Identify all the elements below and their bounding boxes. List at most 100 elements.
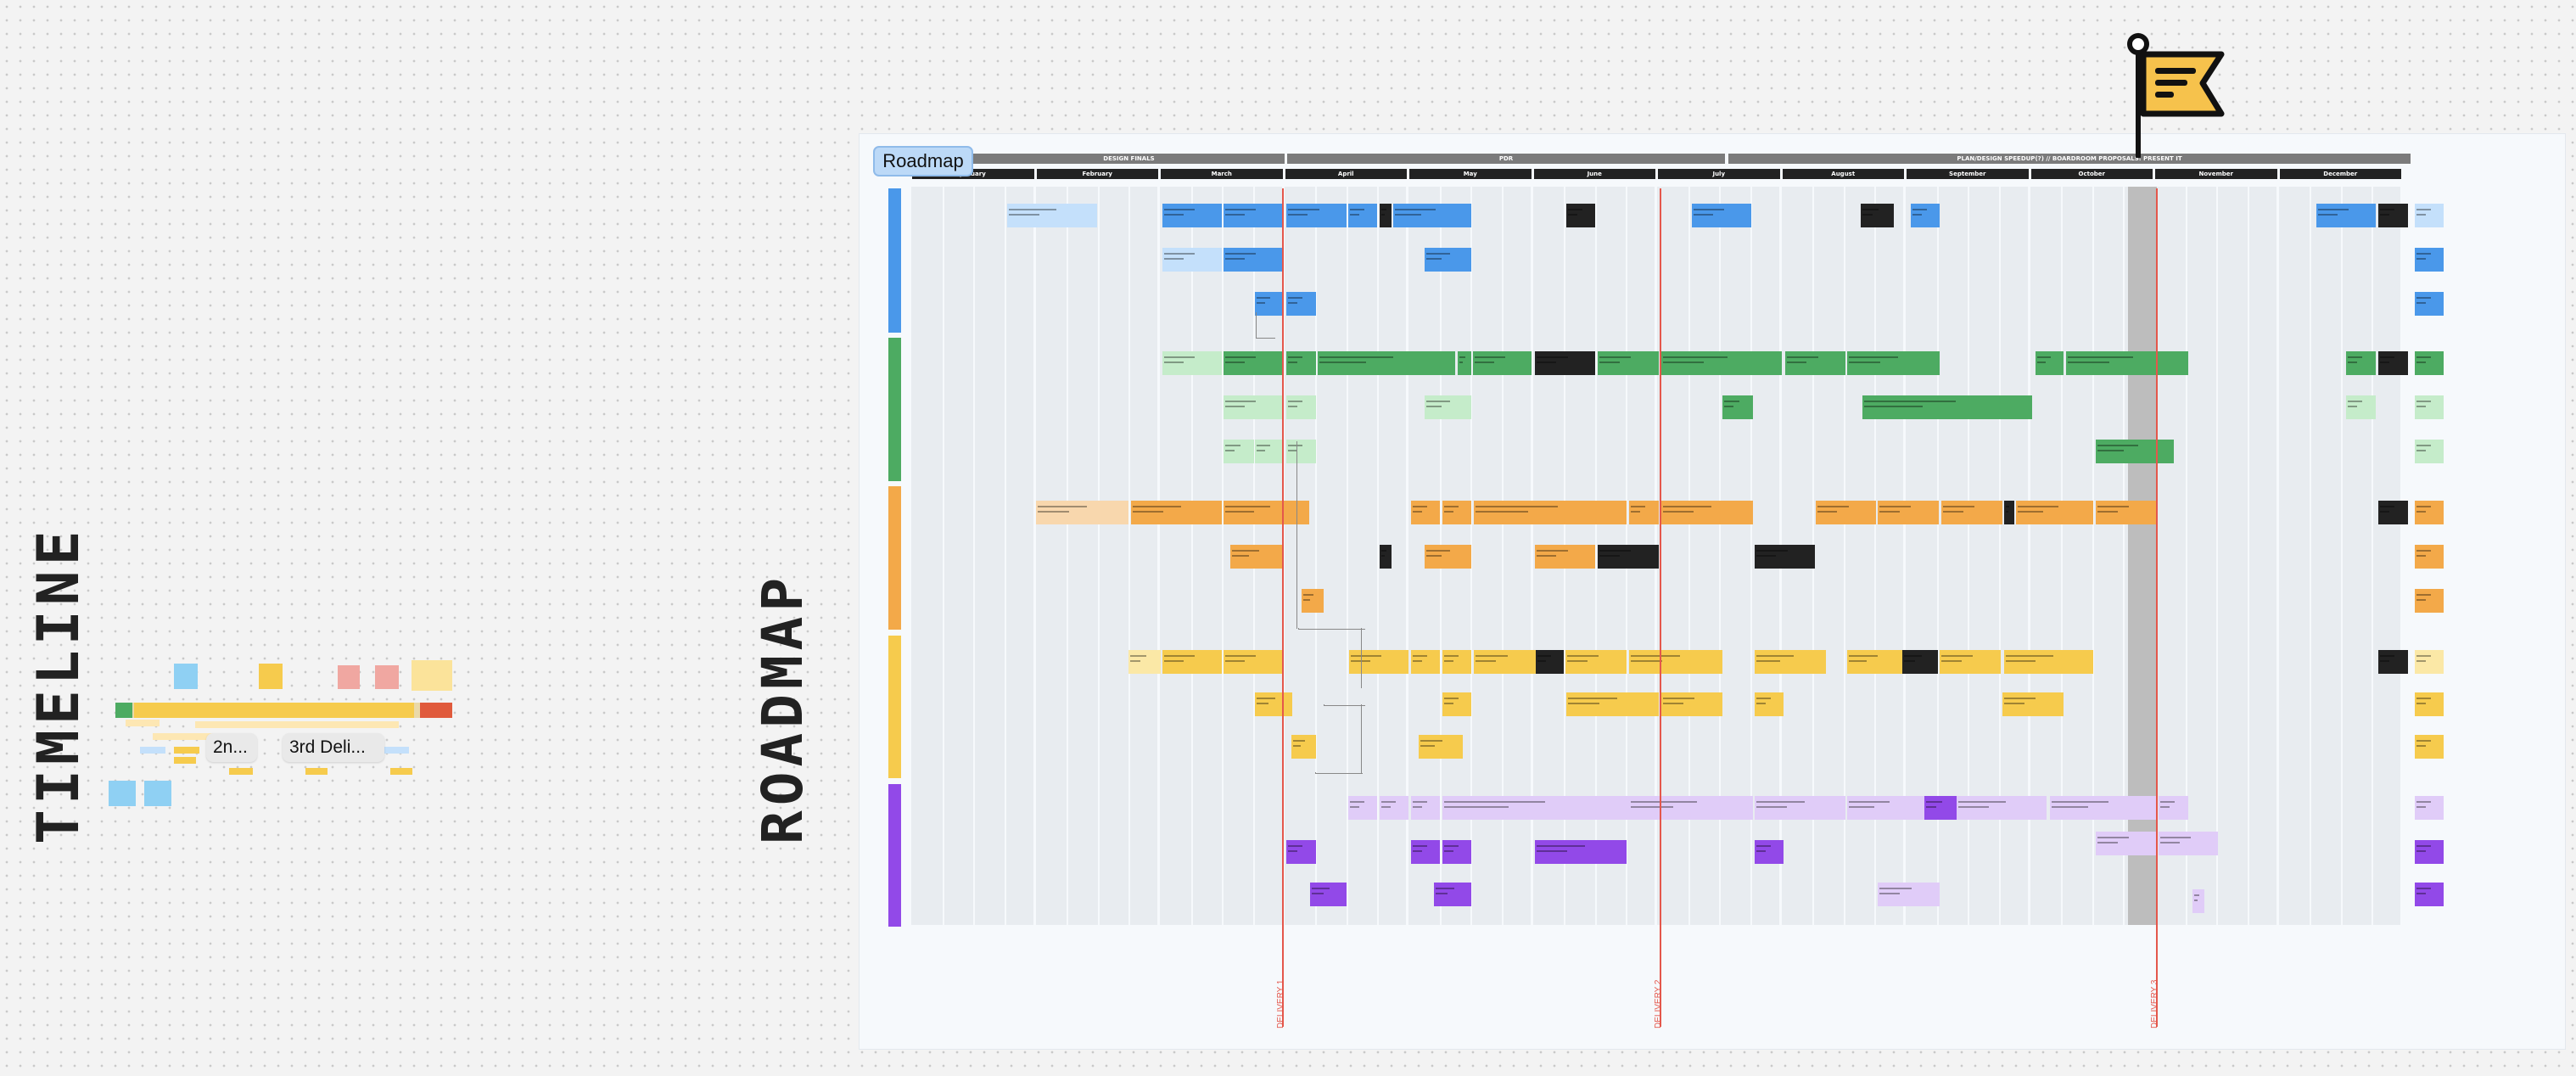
roadmap-card[interactable] xyxy=(1847,351,1940,375)
roadmap-card[interactable] xyxy=(1224,650,1283,674)
roadmap-card[interactable] xyxy=(1661,692,1722,716)
roadmap-card[interactable] xyxy=(1425,248,1471,272)
roadmap-card[interactable] xyxy=(1318,351,1455,375)
roadmap-card[interactable] xyxy=(2346,395,2376,419)
roadmap-card[interactable] xyxy=(2002,692,2064,716)
roadmap-card[interactable] xyxy=(1911,204,1940,227)
roadmap-card[interactable] xyxy=(1255,692,1292,716)
roadmap-card[interactable] xyxy=(1162,248,1222,272)
timeline-element[interactable] xyxy=(236,703,261,718)
roadmap-card[interactable] xyxy=(2415,501,2444,524)
timeline-element[interactable] xyxy=(390,768,412,775)
roadmap-card[interactable] xyxy=(1224,395,1283,419)
roadmap-card[interactable] xyxy=(1349,650,1408,674)
roadmap-card[interactable] xyxy=(1224,204,1283,227)
roadmap-card[interactable] xyxy=(1411,501,1440,524)
timeline-element[interactable] xyxy=(153,733,229,740)
roadmap-card[interactable] xyxy=(1286,840,1316,864)
roadmap-card[interactable] xyxy=(1474,501,1627,524)
roadmap-card[interactable] xyxy=(1036,501,1128,524)
roadmap-card[interactable] xyxy=(1230,545,1283,569)
roadmap-card[interactable] xyxy=(2096,832,2157,855)
roadmap-card[interactable] xyxy=(1847,650,1902,674)
roadmap-card[interactable] xyxy=(1393,204,1471,227)
roadmap-card[interactable] xyxy=(1629,501,1659,524)
roadmap-card[interactable] xyxy=(2415,840,2444,864)
roadmap-card[interactable] xyxy=(2378,650,2408,674)
roadmap-card[interactable] xyxy=(1380,796,1408,820)
timeline-element[interactable] xyxy=(144,781,171,806)
roadmap-card[interactable] xyxy=(2415,395,2444,419)
roadmap-card[interactable] xyxy=(1878,883,1940,906)
roadmap-card[interactable] xyxy=(2415,589,2444,613)
roadmap-card[interactable] xyxy=(2415,248,2444,272)
timeline-element[interactable] xyxy=(195,721,399,728)
roadmap-card[interactable] xyxy=(1434,883,1471,906)
timeline-element[interactable] xyxy=(185,703,210,718)
roadmap-card[interactable] xyxy=(1286,204,1347,227)
roadmap-card[interactable] xyxy=(1692,204,1751,227)
roadmap-card[interactable] xyxy=(1224,351,1283,375)
roadmap-card[interactable] xyxy=(2415,545,2444,569)
roadmap-card[interactable] xyxy=(1442,650,1471,674)
roadmap-card[interactable] xyxy=(2378,351,2408,375)
roadmap-card[interactable] xyxy=(1755,692,1784,716)
roadmap-card[interactable] xyxy=(1535,351,1595,375)
roadmap-card[interactable] xyxy=(2415,735,2444,759)
roadmap-card[interactable] xyxy=(1411,650,1440,674)
roadmap-card[interactable] xyxy=(1661,501,1753,524)
roadmap-card[interactable] xyxy=(2415,351,2444,375)
roadmap-card[interactable] xyxy=(2316,204,2376,227)
roadmap-card[interactable] xyxy=(1425,545,1471,569)
roadmap-card[interactable] xyxy=(1442,692,1471,716)
roadmap-card[interactable] xyxy=(2415,883,2444,906)
roadmap-card[interactable] xyxy=(1291,735,1316,759)
roadmap-card[interactable] xyxy=(1442,796,1629,820)
roadmap-card[interactable] xyxy=(1007,204,1097,227)
roadmap-card[interactable] xyxy=(1411,796,1440,820)
roadmap-card[interactable] xyxy=(1224,248,1283,272)
roadmap-card[interactable] xyxy=(1131,501,1222,524)
roadmap-card[interactable] xyxy=(2159,832,2218,855)
roadmap-card[interactable] xyxy=(2050,796,2157,820)
roadmap-card[interactable] xyxy=(1535,840,1627,864)
roadmap-card[interactable] xyxy=(1442,840,1471,864)
roadmap-card[interactable] xyxy=(1255,440,1283,463)
roadmap-card[interactable] xyxy=(1722,395,1753,419)
roadmap-card[interactable] xyxy=(1348,796,1377,820)
roadmap-card[interactable] xyxy=(1286,440,1316,463)
timeline-element[interactable] xyxy=(126,720,160,726)
roadmap-card[interactable] xyxy=(1661,351,1782,375)
roadmap-card[interactable] xyxy=(1473,351,1532,375)
timeline-element[interactable] xyxy=(229,768,253,775)
roadmap-card[interactable] xyxy=(1411,840,1440,864)
roadmap-card[interactable] xyxy=(2192,889,2204,913)
roadmap-card[interactable] xyxy=(1535,545,1595,569)
timeline-element[interactable] xyxy=(140,747,165,754)
roadmap-card[interactable] xyxy=(1755,796,1845,820)
roadmap-card[interactable] xyxy=(1162,204,1222,227)
roadmap-card[interactable] xyxy=(1861,204,1894,227)
roadmap-card[interactable] xyxy=(1310,883,1347,906)
roadmap-card[interactable] xyxy=(2066,351,2188,375)
timeline-element[interactable] xyxy=(312,703,338,718)
roadmap-card[interactable] xyxy=(2415,440,2444,463)
roadmap-card[interactable] xyxy=(1536,650,1564,674)
roadmap-card[interactable] xyxy=(1348,204,1377,227)
timeline-element[interactable] xyxy=(174,747,199,754)
timeline-element[interactable] xyxy=(375,665,399,689)
roadmap-card[interactable] xyxy=(1286,351,1316,375)
roadmap-card[interactable] xyxy=(1629,650,1722,674)
roadmap-card[interactable] xyxy=(1785,351,1845,375)
roadmap-card[interactable] xyxy=(2415,796,2444,820)
roadmap-card[interactable] xyxy=(1419,735,1463,759)
roadmap-card[interactable] xyxy=(1940,650,2001,674)
timeline-element[interactable] xyxy=(261,703,287,718)
roadmap-card[interactable] xyxy=(1598,545,1659,569)
roadmap-card[interactable] xyxy=(1847,796,1924,820)
timeline-element[interactable] xyxy=(338,665,360,689)
roadmap-card[interactable] xyxy=(1286,292,1316,316)
roadmap-card[interactable] xyxy=(1224,501,1309,524)
timeline-element[interactable] xyxy=(259,664,283,689)
timeline-element[interactable] xyxy=(412,660,452,691)
